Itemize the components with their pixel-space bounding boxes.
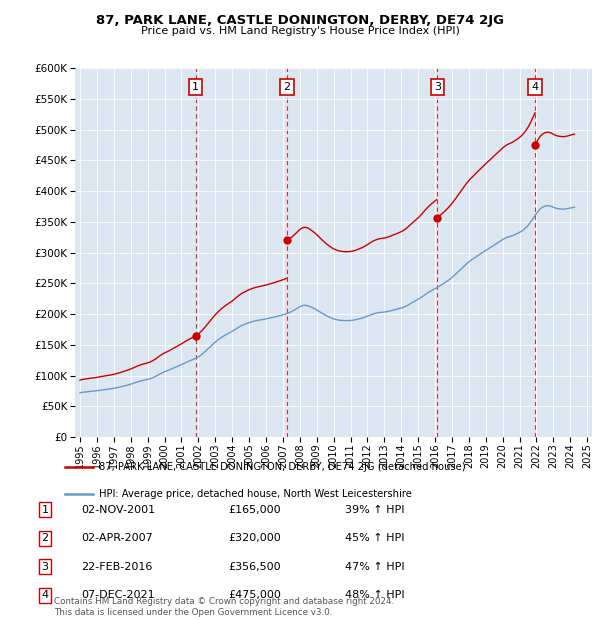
Text: HPI: Average price, detached house, North West Leicestershire: HPI: Average price, detached house, Nort… bbox=[98, 489, 412, 498]
Text: 45% ↑ HPI: 45% ↑ HPI bbox=[345, 533, 404, 543]
Text: 4: 4 bbox=[41, 590, 49, 600]
Text: 3: 3 bbox=[41, 562, 49, 572]
Text: 1: 1 bbox=[41, 505, 49, 515]
Text: 4: 4 bbox=[532, 82, 539, 92]
Text: 39% ↑ HPI: 39% ↑ HPI bbox=[345, 505, 404, 515]
Text: £320,000: £320,000 bbox=[228, 533, 281, 543]
Text: 2: 2 bbox=[41, 533, 49, 543]
Text: 1: 1 bbox=[192, 82, 199, 92]
Text: 07-DEC-2021: 07-DEC-2021 bbox=[81, 590, 155, 600]
Text: Contains HM Land Registry data © Crown copyright and database right 2024.
This d: Contains HM Land Registry data © Crown c… bbox=[54, 598, 394, 617]
Text: 48% ↑ HPI: 48% ↑ HPI bbox=[345, 590, 404, 600]
Text: 87, PARK LANE, CASTLE DONINGTON, DERBY, DE74 2JG: 87, PARK LANE, CASTLE DONINGTON, DERBY, … bbox=[96, 14, 504, 27]
Text: 02-APR-2007: 02-APR-2007 bbox=[81, 533, 153, 543]
Text: £475,000: £475,000 bbox=[228, 590, 281, 600]
Text: 47% ↑ HPI: 47% ↑ HPI bbox=[345, 562, 404, 572]
Text: 22-FEB-2016: 22-FEB-2016 bbox=[81, 562, 152, 572]
Text: £165,000: £165,000 bbox=[228, 505, 281, 515]
Text: 02-NOV-2001: 02-NOV-2001 bbox=[81, 505, 155, 515]
Text: 87, PARK LANE, CASTLE DONINGTON, DERBY, DE74 2JG (detached house): 87, PARK LANE, CASTLE DONINGTON, DERBY, … bbox=[98, 463, 465, 472]
Text: £356,500: £356,500 bbox=[228, 562, 281, 572]
Text: 3: 3 bbox=[434, 82, 441, 92]
Text: 2: 2 bbox=[284, 82, 290, 92]
Text: Price paid vs. HM Land Registry's House Price Index (HPI): Price paid vs. HM Land Registry's House … bbox=[140, 26, 460, 36]
